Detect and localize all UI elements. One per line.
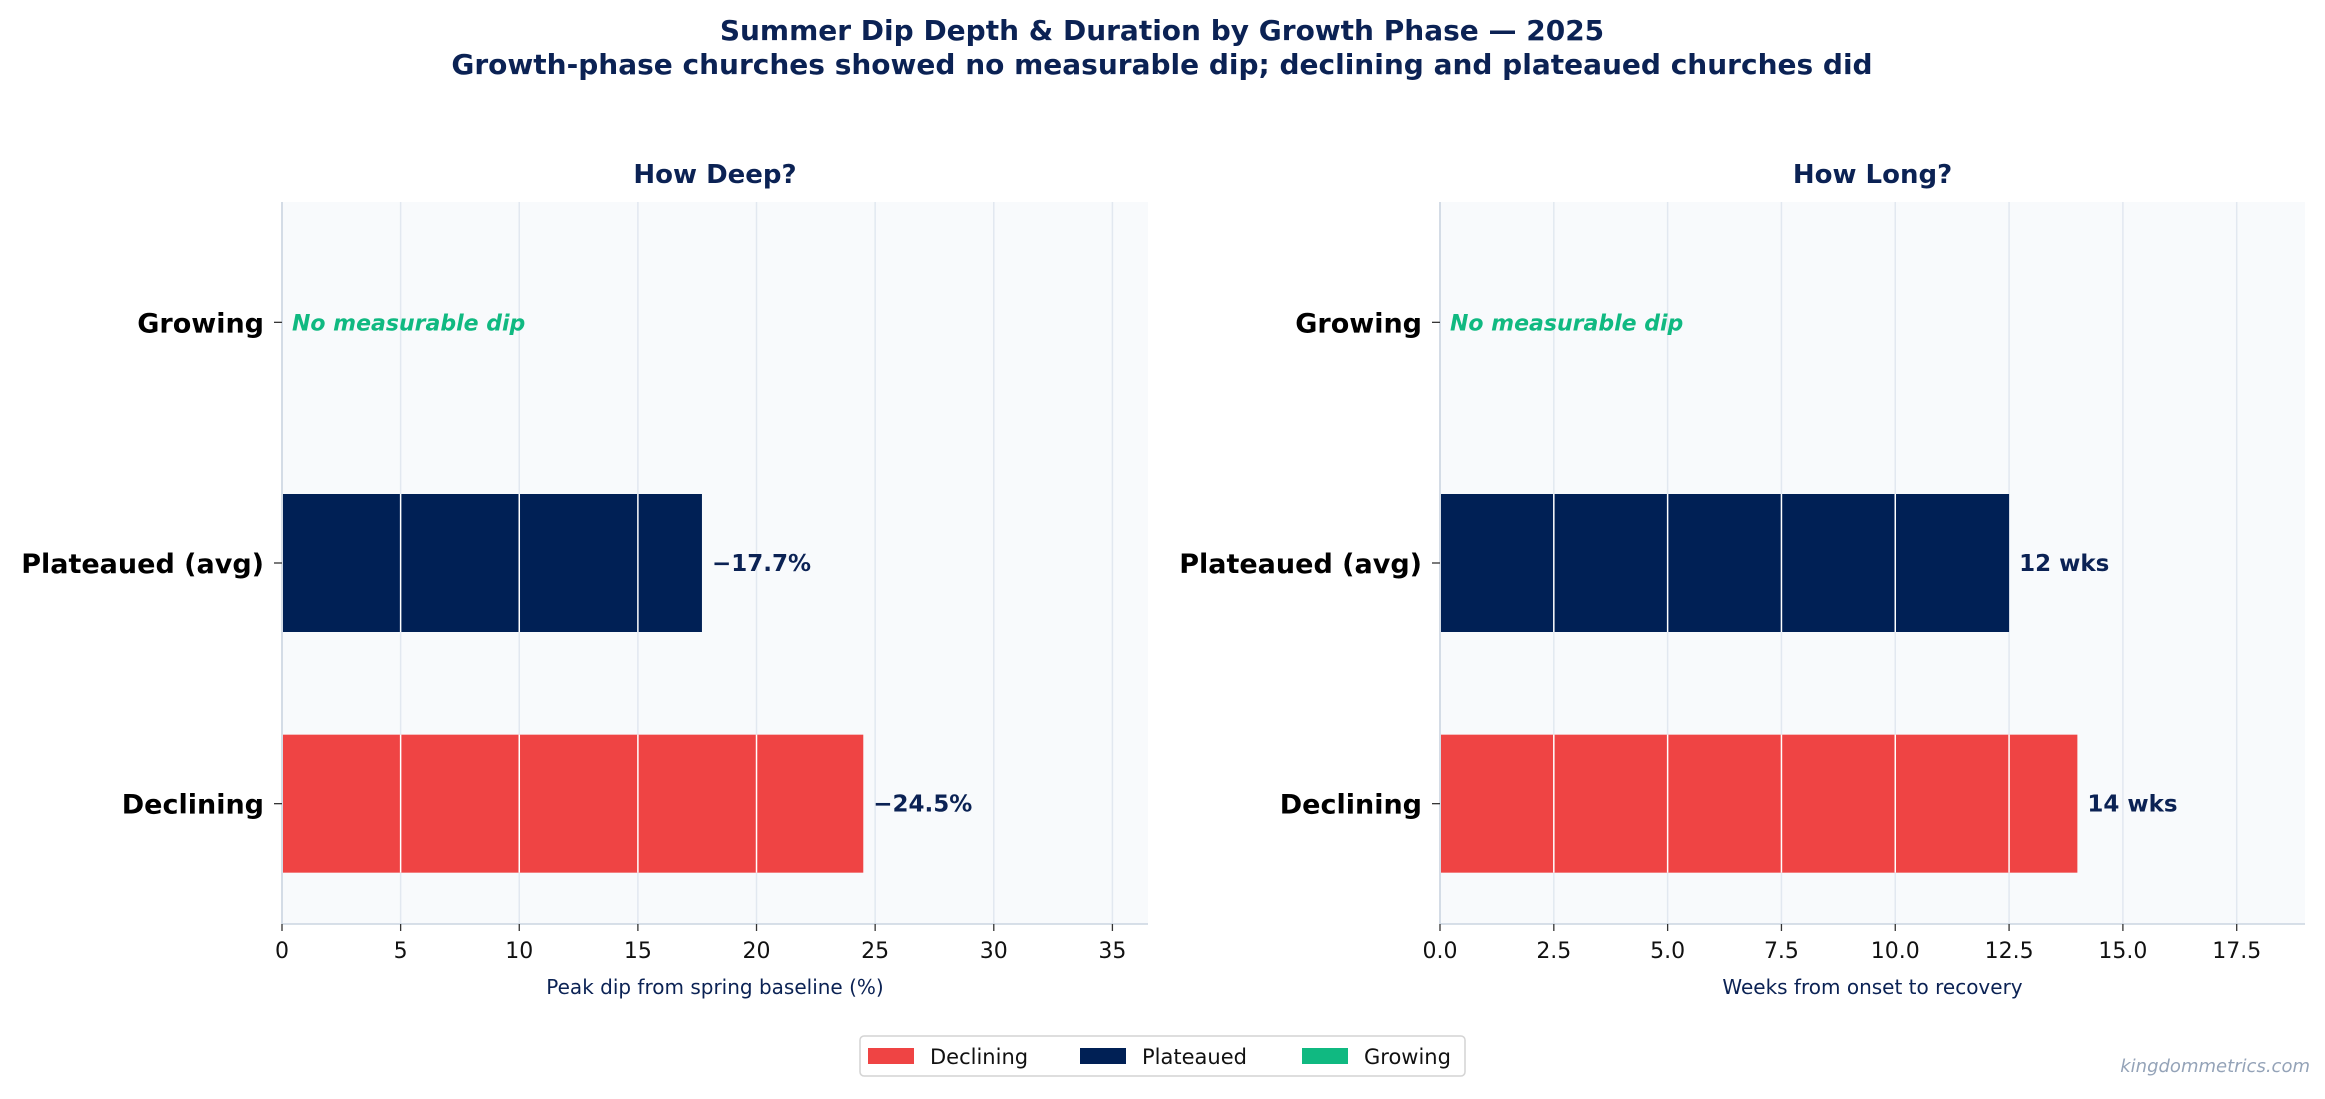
data-label: −24.5% [873,792,972,818]
y-tick-label: Declining [122,790,264,821]
bar-declining [1441,734,2078,873]
data-label: No measurable dip [1450,311,1683,336]
panel-title: How Deep? [633,160,796,190]
bar-declining [283,734,864,873]
y-tick-label: Plateaued (avg) [1179,549,1422,580]
legend-swatch [868,1048,914,1064]
x-axis-label: Weeks from onset to recovery [1722,975,2022,999]
x-tick-label: 10.0 [1871,939,1920,964]
x-tick-label: 2.5 [1536,939,1571,964]
legend-box [859,1035,1466,1077]
panel-title: How Long? [1793,160,1952,190]
bar-plateaued-avg- [283,494,702,632]
y-tick-label: Plateaued (avg) [21,549,264,580]
chart-panel-1: No measurable dip −17.7% −24.5% 0 5 10 15 20 25 3… [21,160,1148,999]
x-axis-label: Peak dip from spring baseline (%) [546,975,883,999]
x-tick-label: 15 [624,939,652,964]
x-tick-label: 15.0 [2098,939,2147,964]
x-tick-label: 30 [980,939,1008,964]
legend-label: Declining [930,1045,1028,1069]
figure-subtitle: Growth-phase churches showed no measurab… [451,48,1872,81]
x-tick-label: 5.0 [1650,939,1685,964]
legend-swatch [1302,1048,1348,1064]
y-tick-label: Growing [1295,308,1422,339]
y-tick-label: Growing [137,308,264,339]
watermark: kingdommetrics.com [2120,1056,2310,1077]
chart-panel-2: No measurable dip 12 wks 14 wks 0.0 2.5 5.0 7.… [1179,160,2305,999]
x-tick-label: 10 [505,939,533,964]
data-label: No measurable dip [292,311,525,336]
bar-plateaued-avg- [1441,494,2010,632]
x-tick-label: 25 [861,939,889,964]
x-tick-label: 0 [275,939,289,964]
chart-panels: No measurable dip −17.7% −24.5% 0 5 10 15 20 25 3… [21,160,2305,999]
x-tick-label: 0.0 [1423,939,1458,964]
data-label: 12 wks [2019,551,2109,577]
x-tick-label: 12.5 [1985,939,2034,964]
legend-swatch [1080,1048,1126,1064]
x-tick-label: 7.5 [1764,939,1799,964]
legend: Declining Plateaued Growing [859,1035,1466,1077]
y-tick-label: Declining [1280,790,1422,821]
legend-label: Growing [1364,1045,1451,1069]
x-tick-label: 20 [743,939,771,964]
legend-label: Plateaued [1142,1045,1247,1069]
x-tick-label: 17.5 [2212,939,2261,964]
figure-title: Summer Dip Depth & Duration by Growth Ph… [720,14,1604,47]
x-tick-label: 35 [1098,939,1126,964]
data-label: 14 wks [2087,792,2177,818]
data-label: −17.7% [712,551,811,577]
x-tick-label: 5 [394,939,408,964]
